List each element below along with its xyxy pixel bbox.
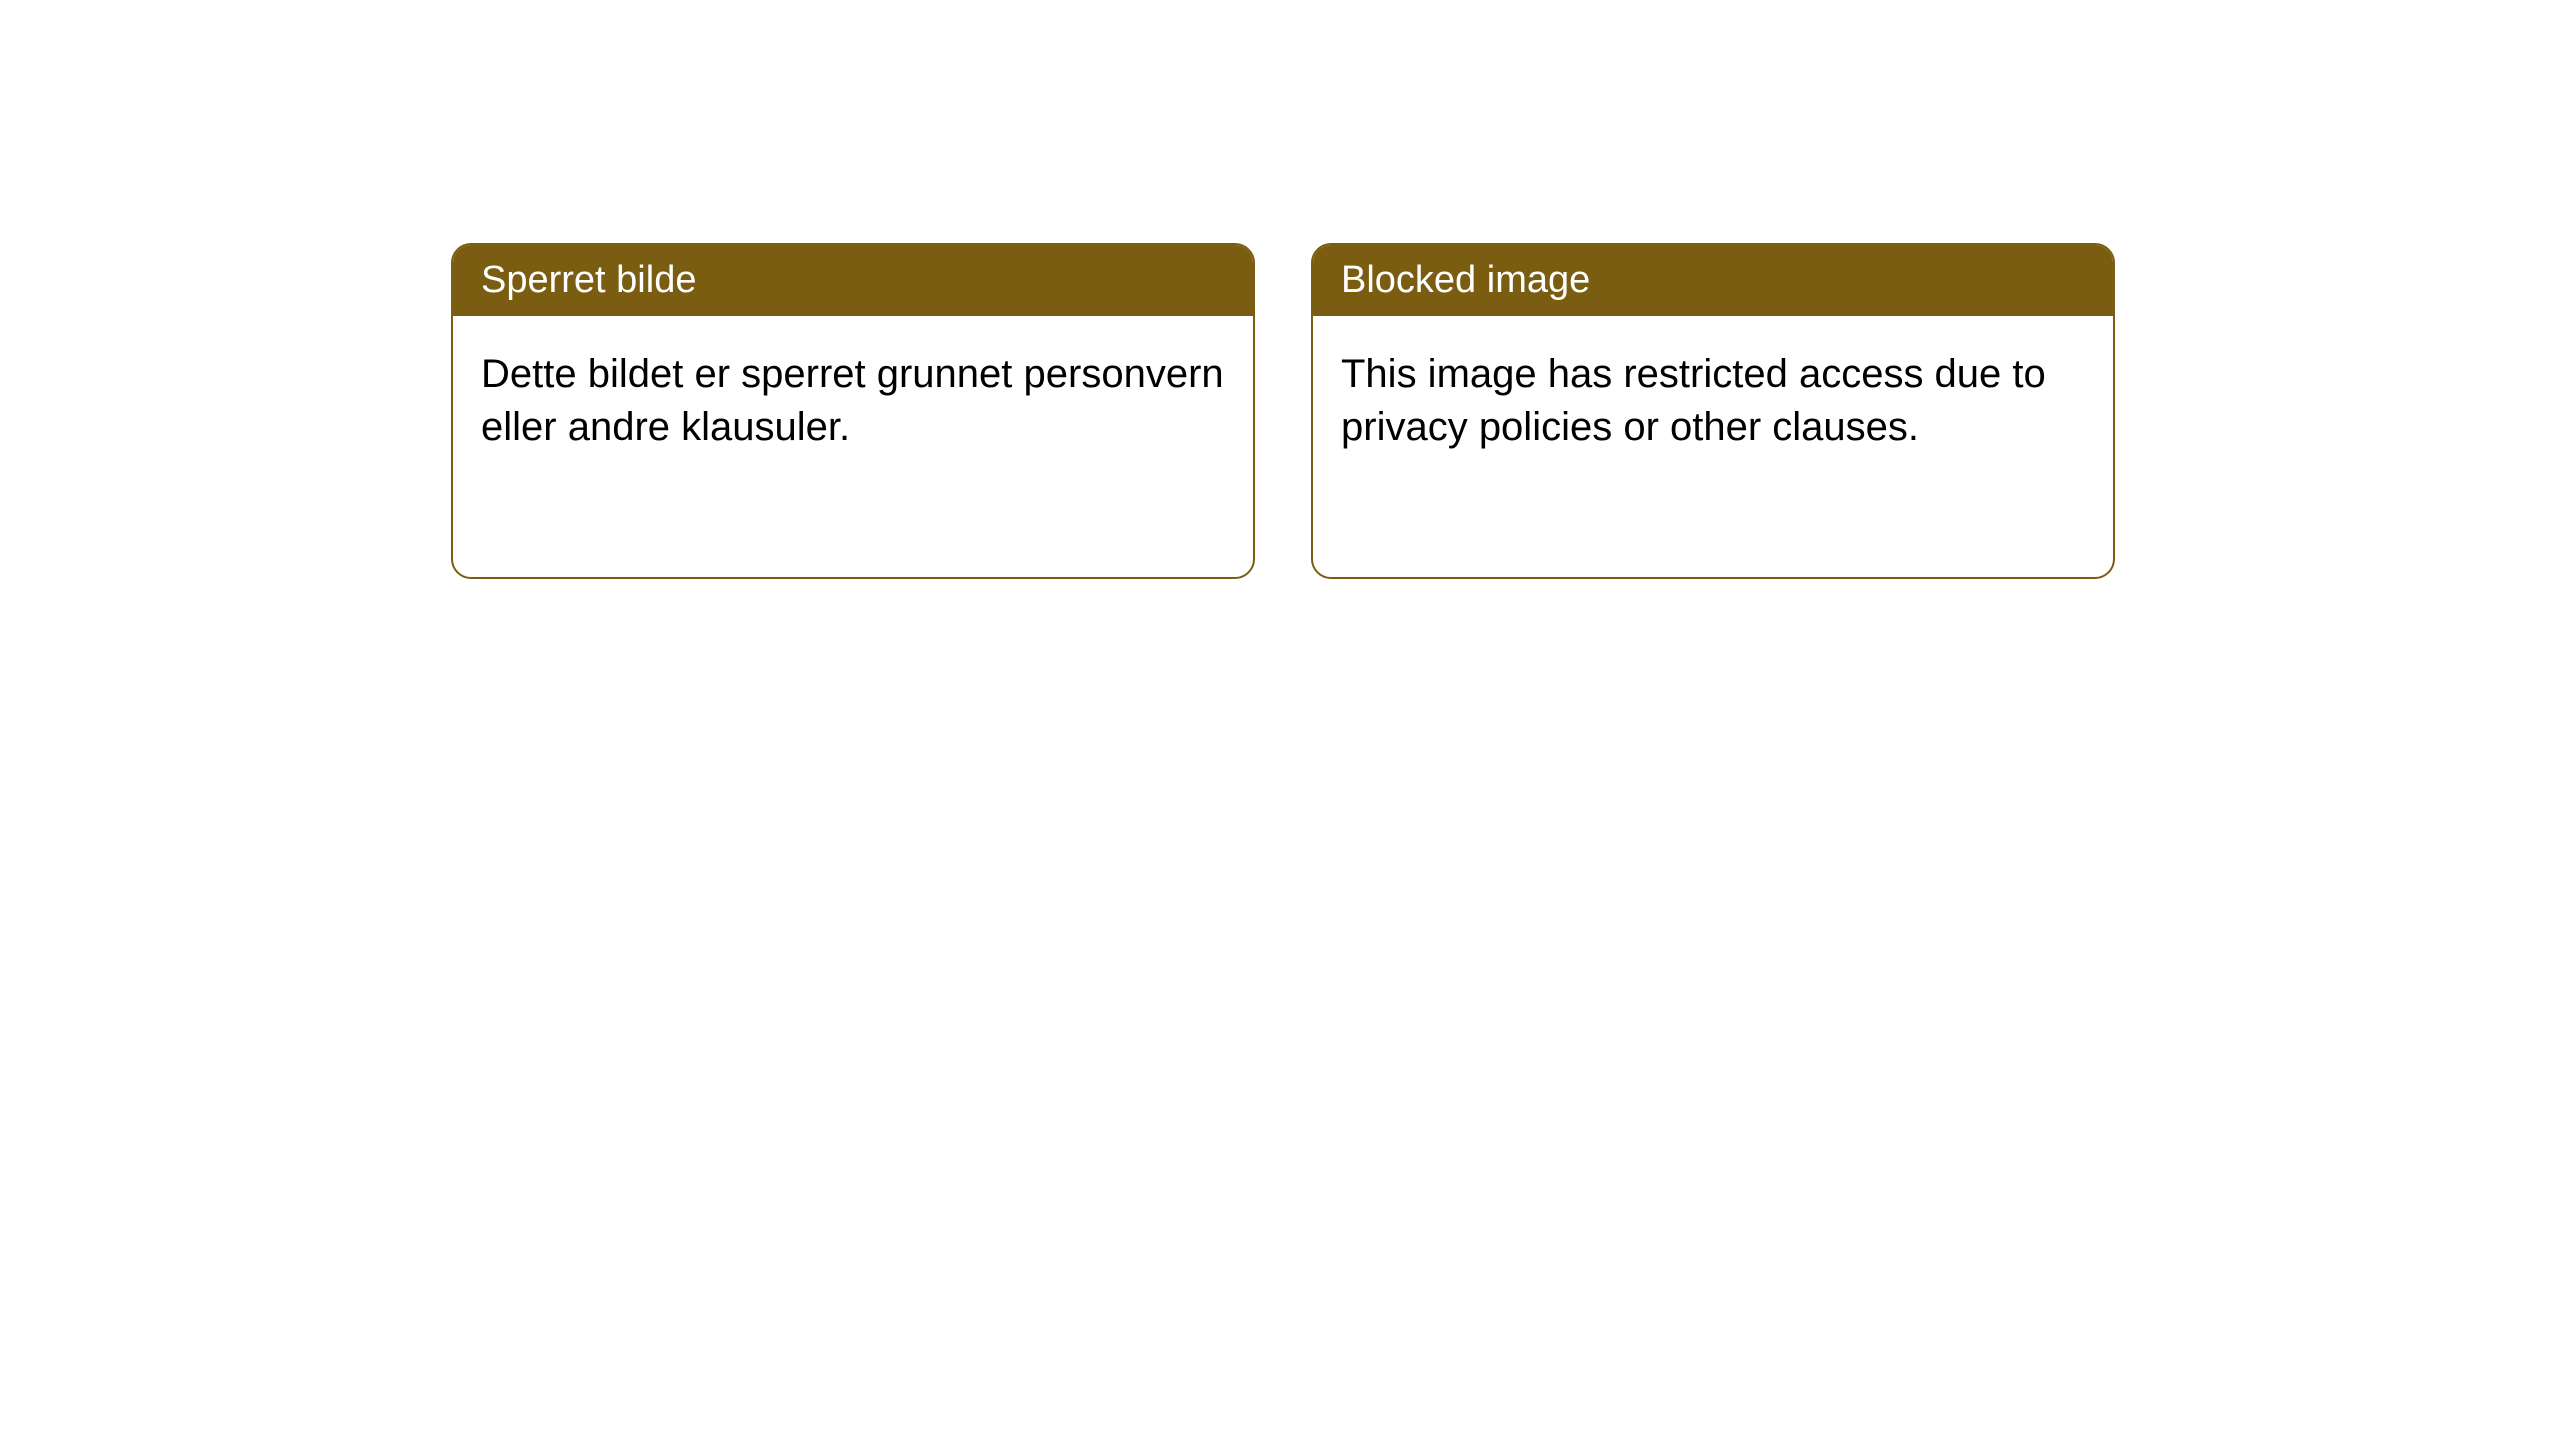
- notice-cards-container: Sperret bilde Dette bildet er sperret gr…: [451, 243, 2115, 579]
- notice-card-english: Blocked image This image has restricted …: [1311, 243, 2115, 579]
- card-header: Blocked image: [1313, 245, 2113, 316]
- notice-card-norwegian: Sperret bilde Dette bildet er sperret gr…: [451, 243, 1255, 579]
- card-title: Blocked image: [1341, 259, 1590, 301]
- card-body: This image has restricted access due to …: [1313, 316, 2113, 486]
- card-title: Sperret bilde: [481, 259, 696, 301]
- card-body: Dette bildet er sperret grunnet personve…: [453, 316, 1253, 486]
- card-header: Sperret bilde: [453, 245, 1253, 316]
- card-body-text: This image has restricted access due to …: [1341, 352, 2046, 449]
- card-body-text: Dette bildet er sperret grunnet personve…: [481, 352, 1224, 449]
